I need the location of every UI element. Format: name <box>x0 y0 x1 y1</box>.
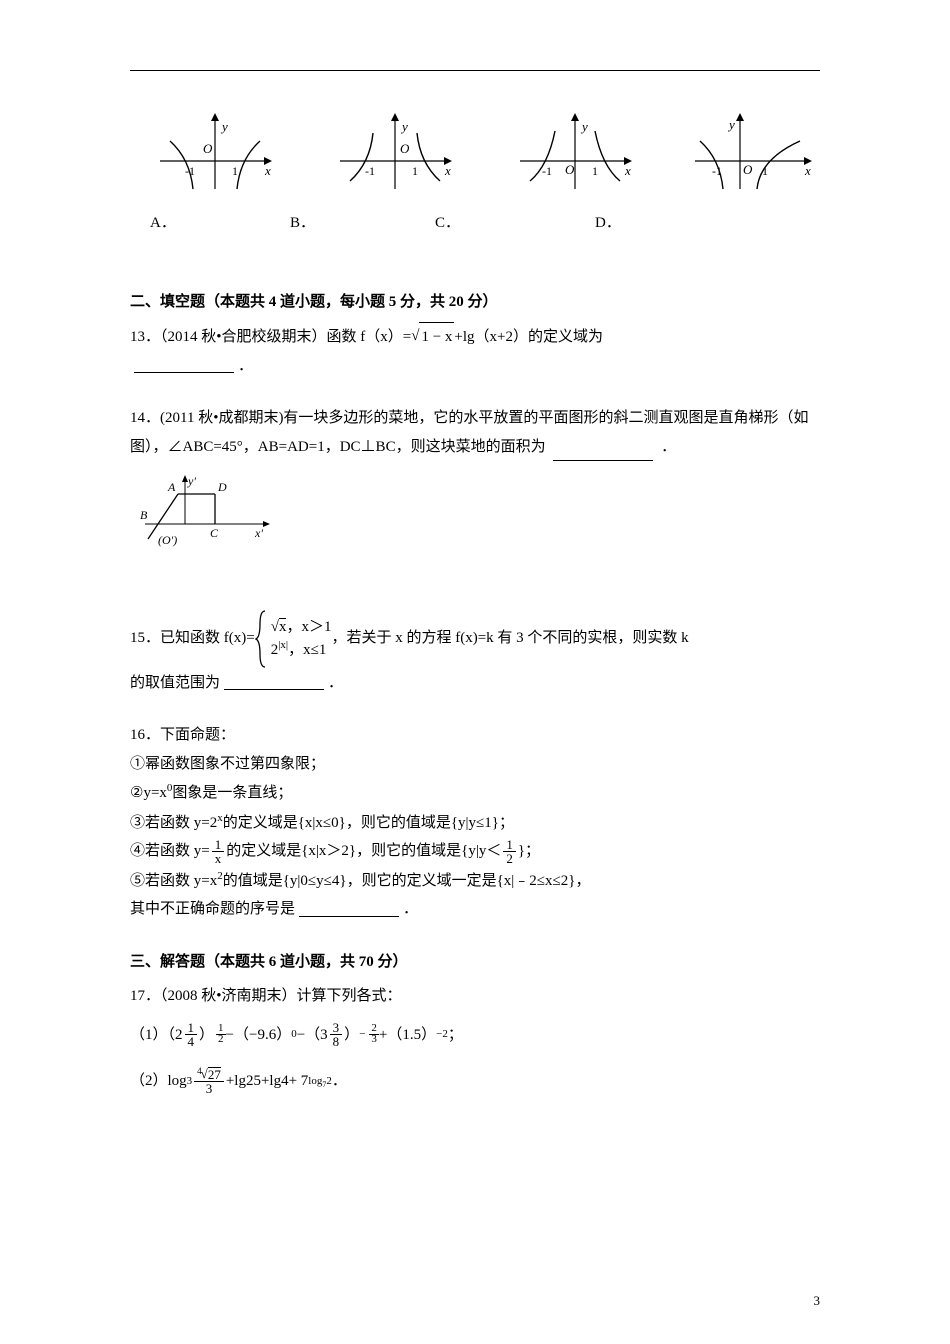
q17-sub1: （1）（2 14 ） 12 −（−9.6） 0 −（3 38 ） − 23 +（… <box>130 1021 820 1050</box>
option-b-label: B． <box>290 209 435 238</box>
graph-option-b: O y x -1 1 <box>330 111 460 201</box>
svg-text:y: y <box>220 119 228 134</box>
question-14: 14．(2011 秋•成都期末)有一块多边形的菜地，它的水平放置的平面图形的斜二… <box>130 404 820 585</box>
blank-fill <box>224 675 324 690</box>
q13-sqrt: √1 − x <box>411 322 454 352</box>
graph-option-d: O y x -1 1 <box>690 111 820 201</box>
q17-sub2: （2）log 3 4 √27 3 +lg25+lg4+ 7 log72 ． <box>130 1067 820 1096</box>
svg-text:C: C <box>210 526 219 540</box>
q13-text-a: 13．（2014 秋•合肥校级期末）函数 f（x）= <box>130 323 411 352</box>
q13-text-b: +lg（x+2）的定义域为 <box>454 323 603 352</box>
svg-text:1: 1 <box>412 164 418 178</box>
svg-text:O: O <box>203 141 213 156</box>
option-d-label: D． <box>595 209 735 238</box>
svg-text:x: x <box>264 163 271 178</box>
question-16: 16．下面命题： ①幂函数图象不过第四象限； ②y=x0图象是一条直线； ③若函… <box>130 721 820 924</box>
section2-title: 二、填空题（本题共 4 道小题，每小题 5 分，共 20 分） <box>130 288 820 317</box>
question-15: 15．已知函数 f(x)= √x，x＞1 2|x|，x≤1 ，若关于 x 的方程… <box>130 609 820 698</box>
blank-fill <box>553 446 653 461</box>
q13-text-c: ． <box>238 352 253 381</box>
section3-title: 三、解答题（本题共 6 道小题，共 70 分） <box>130 948 820 977</box>
q16-end: 其中不正确命题的序号是 ． <box>130 895 820 924</box>
svg-text:O: O <box>565 162 575 177</box>
trapezoid-figure: A D B C y' x' (O') <box>130 469 280 554</box>
page-content: O y x -1 1 O y x -1 1 O <box>0 0 950 1160</box>
svg-text:1: 1 <box>232 164 238 178</box>
svg-text:(O'): (O') <box>158 533 177 547</box>
question-13: 13．（2014 秋•合肥校级期末）函数 f（x）= √1 − x +lg（x+… <box>130 322 820 380</box>
svg-text:y: y <box>580 119 588 134</box>
svg-text:-1: -1 <box>542 164 552 178</box>
q16-item-5: ⑤若函数 y=x2的值域是{y|0≤y≤4}，则它的定义域一定是{x|﹣2≤x≤… <box>130 866 820 896</box>
blank-fill <box>134 358 234 373</box>
graph-options-row: O y x -1 1 O y x -1 1 O <box>130 111 820 201</box>
svg-text:y: y <box>727 117 735 132</box>
q16-item-3: ③若函数 y=2x的定义域是{x|x≤0}，则它的值域是{y|y≤1}； <box>130 808 820 838</box>
q14-text-b: ． <box>661 439 676 455</box>
q15-text-a: 15．已知函数 f(x)= <box>130 624 255 653</box>
q16-item-4: ④若函数 y= 1x 的定义域是{x|x＞2}，则它的值域是{y|y＜ 12 }… <box>130 837 820 866</box>
q14-text-a: 14．(2011 秋•成都期末)有一块多边形的菜地，它的水平放置的平面图形的斜二… <box>130 410 808 455</box>
graph-option-c: O y x -1 1 <box>510 111 640 201</box>
q16-item-1: ①幂函数图象不过第四象限； <box>130 750 820 779</box>
graph-option-a: O y x -1 1 <box>150 111 280 201</box>
left-brace-icon <box>255 609 269 669</box>
svg-text:-1: -1 <box>365 164 375 178</box>
blank-fill <box>299 902 399 917</box>
svg-text:y: y <box>400 119 408 134</box>
svg-text:x: x <box>444 163 451 178</box>
page-number: 3 <box>814 1289 821 1314</box>
q16-item-2: ②y=x0图象是一条直线； <box>130 778 820 808</box>
q15-text-b: ，若关于 x 的方程 f(x)=k 有 3 个不同的实根，则实数 k <box>331 624 688 653</box>
svg-text:x: x <box>624 163 631 178</box>
svg-text:A: A <box>167 480 176 494</box>
option-labels-row: A． B． C． D． <box>130 209 820 238</box>
question-17: 17．（2008 秋•济南期末）计算下列各式： （1）（2 14 ） 12 −（… <box>130 982 820 1096</box>
q17-intro: 17．（2008 秋•济南期末）计算下列各式： <box>130 982 820 1011</box>
svg-text:O: O <box>743 162 753 177</box>
piecewise-function: √x，x＞1 2|x|，x≤1 <box>255 609 332 669</box>
svg-text:1: 1 <box>592 164 598 178</box>
svg-text:x: x <box>804 163 811 178</box>
svg-text:x': x' <box>254 526 263 540</box>
svg-text:O: O <box>400 141 410 156</box>
q15-text-d: ． <box>328 669 343 698</box>
svg-text:y': y' <box>187 474 196 488</box>
option-a-label: A． <box>150 209 290 238</box>
q16-intro: 16．下面命题： <box>130 721 820 750</box>
svg-text:D: D <box>217 480 227 494</box>
q15-text-c: 的取值范围为 <box>130 669 220 698</box>
svg-text:B: B <box>140 508 148 522</box>
option-c-label: C． <box>435 209 595 238</box>
horizontal-rule <box>130 70 820 71</box>
